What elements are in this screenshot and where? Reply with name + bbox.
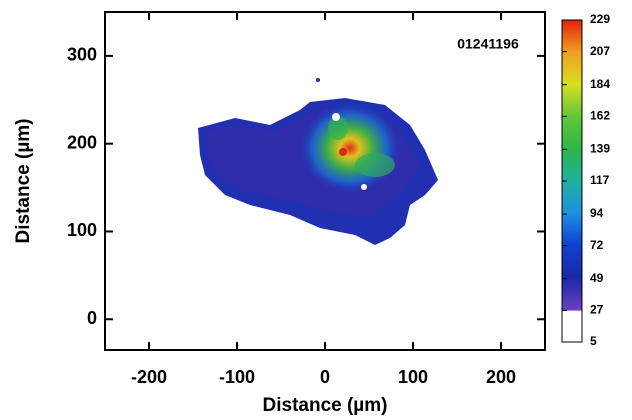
colorbar-tick-label: 229 xyxy=(590,12,610,26)
colorbar-tick-label: 94 xyxy=(590,206,604,220)
colorbar-tick-label: 49 xyxy=(590,271,604,285)
annotation: 01241196 xyxy=(457,36,519,52)
colorbar-tick-label: 117 xyxy=(590,173,610,187)
x-tick-label: -100 xyxy=(219,367,255,387)
colorbar-tick-label: 184 xyxy=(590,77,610,91)
colorbar-tick-label: 27 xyxy=(590,303,604,317)
y-tick-label: 0 xyxy=(87,308,97,328)
x-axis-label: Distance (µm) xyxy=(263,395,388,416)
colorbar-tick-label: 139 xyxy=(590,142,610,156)
colorbar-tick-label: 162 xyxy=(590,108,610,122)
y-tick-label: 100 xyxy=(67,220,97,240)
y-tick-label: 300 xyxy=(67,45,97,65)
x-tick-label: -200 xyxy=(131,367,167,387)
y-axis-label: Distance (µm) xyxy=(13,119,34,244)
x-tick-label: 200 xyxy=(486,367,516,387)
colorbar-tick-label: 207 xyxy=(590,44,610,58)
x-tick-label: 0 xyxy=(320,367,330,387)
colorbar-tick-label: 5 xyxy=(590,334,597,348)
heatmap-image xyxy=(198,78,438,245)
colorbar-tick-label: 72 xyxy=(590,238,604,252)
y-tick-label: 200 xyxy=(67,132,97,152)
x-tick-label: 100 xyxy=(398,367,428,387)
